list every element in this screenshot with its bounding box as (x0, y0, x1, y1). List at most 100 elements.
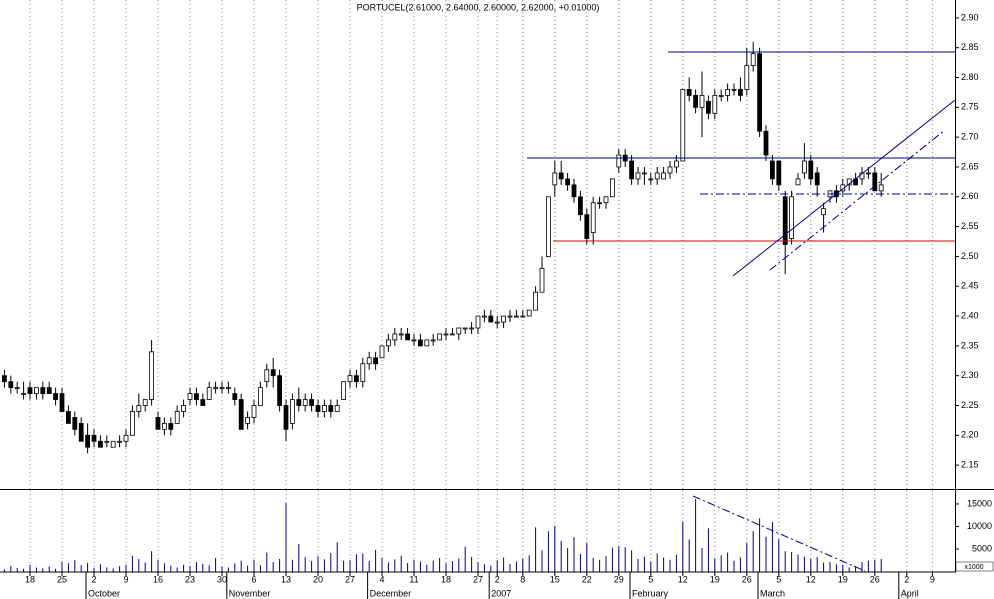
volume-bar (880, 558, 882, 572)
volume-bar (131, 555, 133, 572)
volume-bar (227, 567, 229, 572)
volume-bar (202, 563, 204, 572)
x-tick-label: 12 (678, 574, 688, 584)
candle-body (725, 89, 730, 96)
volume-bar (663, 557, 665, 572)
month-label: 2007 (491, 588, 511, 598)
volume-bar (189, 566, 191, 572)
candle-body (590, 202, 596, 233)
chart-title: PORTUCEL(2.61000, 2.64000, 2.60000, 2.62… (357, 2, 600, 12)
volume-bar (67, 563, 69, 572)
x-tick-label: 20 (313, 574, 323, 584)
x-tick-label: 22 (582, 574, 592, 584)
candle-body (398, 333, 404, 336)
candle-body (558, 172, 564, 180)
candle-body (302, 399, 308, 406)
candle-body (219, 387, 225, 390)
volume-bar (797, 554, 799, 572)
x-tick-label: 27 (473, 574, 483, 584)
volume-bar (259, 565, 261, 572)
volume-bar (695, 499, 697, 572)
candle-body (181, 405, 187, 412)
volume-bar (669, 559, 671, 572)
x-tick-label: 30 (217, 574, 227, 584)
x-tick-label: 16 (153, 574, 163, 584)
volume-bar (119, 566, 121, 572)
volume-bar (861, 562, 863, 572)
x-tick-label: 26 (742, 574, 752, 584)
candle-body (533, 291, 538, 311)
volume-bar (573, 537, 575, 572)
x-tick-label: 9 (930, 574, 935, 584)
candle-body (520, 315, 526, 318)
volume-bar (163, 563, 165, 572)
volume-unit: x1000 (964, 564, 983, 571)
volume-bar (298, 544, 300, 572)
candle-body (123, 434, 129, 442)
candle-body (213, 387, 219, 390)
volume-bar (183, 564, 185, 572)
candle-body (225, 387, 231, 390)
candle-body (385, 339, 391, 347)
candle-body (328, 405, 334, 412)
volume-bar (688, 539, 690, 572)
candle-body (526, 309, 532, 317)
x-tick-label: 11 (409, 574, 418, 584)
volume-bar (855, 566, 857, 572)
candle-body (40, 387, 46, 394)
volume-bar (707, 528, 709, 572)
candle-body (430, 339, 436, 342)
y2-tick-label: 15000 (967, 498, 992, 508)
volume-bar (535, 527, 537, 572)
y-tick-label: 2.80 (961, 72, 979, 82)
candle-body (539, 267, 545, 293)
volume-bar (240, 560, 242, 572)
volume-bar (343, 560, 345, 572)
volume-bar (112, 568, 114, 572)
volume-bar (496, 560, 498, 572)
volume-bar (74, 560, 76, 572)
candle-body (341, 381, 347, 400)
candle-body (129, 411, 135, 436)
volume-bar (464, 546, 466, 572)
candle-body (757, 53, 762, 132)
candle-body (565, 178, 570, 186)
volume-bar (586, 543, 588, 572)
volume-bar (746, 543, 748, 572)
y-tick-label: 2.40 (961, 310, 979, 320)
candle-body (289, 399, 295, 424)
volume-bar (330, 553, 332, 572)
candle-body (78, 423, 84, 442)
volume-bar (279, 558, 281, 572)
candle-body (878, 184, 884, 192)
x-tick-label: 29 (614, 574, 624, 584)
y-tick-label: 2.90 (961, 12, 979, 22)
volume-bar (99, 564, 101, 572)
candle-body (789, 196, 794, 239)
volume-bar (451, 561, 453, 572)
volume-bar (23, 568, 25, 572)
candle-body (257, 387, 263, 406)
candle-body (174, 411, 180, 424)
candle-body (866, 172, 871, 175)
candle-body (616, 154, 622, 168)
candle-body (245, 417, 251, 424)
candle-body (360, 363, 366, 383)
trend-line (732, 99, 956, 277)
y-tick-label: 2.25 (961, 400, 979, 410)
candle-body (72, 417, 78, 430)
volume-bar (48, 566, 50, 572)
candle-body (635, 172, 641, 180)
volume-bar (157, 559, 159, 572)
volume-bar (195, 562, 197, 572)
candle-body (66, 411, 71, 424)
candle-body (59, 393, 65, 412)
candle-body (776, 160, 782, 186)
volume-bar (490, 565, 492, 572)
volume-bar (35, 567, 37, 572)
volume-bar (144, 562, 146, 572)
volume-bar (291, 559, 293, 572)
candle-body (475, 315, 481, 329)
x-tick-label: 27 (345, 574, 355, 584)
